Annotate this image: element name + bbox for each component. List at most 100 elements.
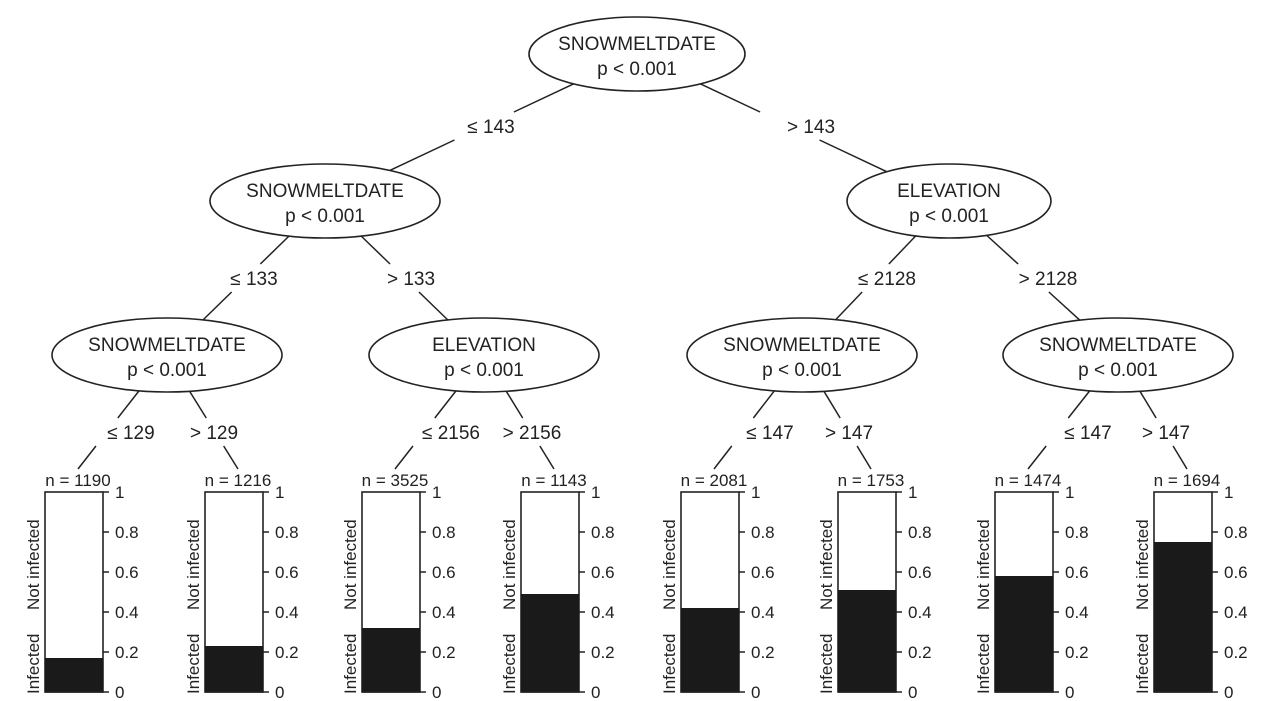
edge-line-upper <box>888 235 917 265</box>
edge-label: ≤ 2128 <box>858 269 916 290</box>
leaf-n-label: n = 1474 <box>995 471 1062 490</box>
leaf-n-label: n = 1216 <box>205 471 272 490</box>
axis-tick-label: 0.4 <box>275 603 299 622</box>
edge-n7-l7: ≤ 147 <box>1027 390 1112 470</box>
axis-tick-label: 0 <box>275 683 284 701</box>
class-label-infected: Infected <box>817 634 836 695</box>
edge-line-upper <box>188 390 207 419</box>
axis-tick-label: 0 <box>591 683 600 701</box>
bar-infected <box>521 594 579 692</box>
edge-line-lower <box>539 445 555 470</box>
class-label-not-infected: Not infected <box>1133 519 1152 610</box>
edge-line-lower <box>202 291 233 321</box>
class-label-not-infected: Not infected <box>184 519 203 610</box>
split-node-n5: ELEVATION p < 0.001 <box>368 317 600 393</box>
axis-tick-label: 0.2 <box>275 643 299 662</box>
split-node-n2: SNOWMELTDATE p < 0.001 <box>209 163 441 239</box>
node-p-value: p < 0.001 <box>285 206 365 227</box>
edge-line-upper <box>434 390 457 419</box>
axis-tick-label: 0.8 <box>432 523 456 542</box>
axis-tick-label: 0.4 <box>1224 603 1248 622</box>
edge-label: ≤ 147 <box>746 423 793 444</box>
edge-line-lower <box>1027 445 1047 470</box>
class-label-infected: Infected <box>341 634 360 695</box>
edge-line-lower <box>1172 445 1188 470</box>
axis-tick-label: 0.4 <box>432 603 456 622</box>
edge-n2-n4: ≤ 133 <box>202 235 290 321</box>
nodes-layer: SNOWMELTDATE p < 0.001 SNOWMELTDATE p < 0.0… <box>51 16 1234 393</box>
leaf-l1: n = 1190 0 0.2 0.4 0.6 0.8 1 Infected Not infect… <box>24 471 139 701</box>
edge-label: > 2128 <box>1019 269 1078 290</box>
node-p-value: p < 0.001 <box>444 360 524 381</box>
node-ellipse <box>1002 317 1234 393</box>
axis-tick-label: 1 <box>1224 483 1233 502</box>
edge-label: ≤ 147 <box>1064 423 1111 444</box>
axis-tick-label: 0 <box>1065 683 1074 701</box>
edge-line-upper <box>1139 390 1157 419</box>
axis-tick-label: 0.6 <box>275 563 299 582</box>
node-variable: ELEVATION <box>432 335 536 356</box>
bar-infected <box>995 576 1053 692</box>
edge-n5-l3: ≤ 2156 <box>394 390 480 470</box>
class-label-not-infected: Not infected <box>974 519 993 610</box>
axis-tick-label: 0.6 <box>432 563 456 582</box>
axis-tick-label: 1 <box>432 483 441 502</box>
leaf-l5: n = 2081 0 0.2 0.4 0.6 0.8 1 Infected Not infect… <box>660 471 775 701</box>
axis-tick-label: 0.8 <box>908 523 932 542</box>
edge-label: > 147 <box>825 423 873 444</box>
edge-label: > 2156 <box>503 423 562 444</box>
node-variable: SNOWMELTDATE <box>1039 335 1197 356</box>
axis-tick-label: 0.6 <box>1065 563 1089 582</box>
axis-tick-label: 0.4 <box>591 603 615 622</box>
split-node-n6: SNOWMELTDATE p < 0.001 <box>686 317 918 393</box>
edge-label: ≤ 133 <box>230 269 277 290</box>
edge-line-upper <box>700 83 761 113</box>
axis-tick-label: 0.2 <box>432 643 456 662</box>
axis-tick-label: 0.2 <box>751 643 775 662</box>
axis-tick-label: 0 <box>908 683 917 701</box>
node-ellipse <box>209 163 441 239</box>
node-ellipse <box>368 317 600 393</box>
edge-n3-n7: > 2128 <box>986 234 1081 321</box>
leaf-l4: n = 1143 0 0.2 0.4 0.6 0.8 1 Infected Not infect… <box>500 471 615 701</box>
node-variable: SNOWMELTDATE <box>246 181 404 202</box>
class-label-infected: Infected <box>660 634 679 695</box>
axis-tick-label: 0.4 <box>908 603 932 622</box>
edge-line-lower <box>223 445 239 470</box>
leaf-l6: n = 1753 0 0.2 0.4 0.6 0.8 1 Infected Not infect… <box>817 471 932 701</box>
node-p-value: p < 0.001 <box>909 206 989 227</box>
leaf-l3: n = 3525 0 0.2 0.4 0.6 0.8 1 Infected Not infect… <box>341 471 456 701</box>
edge-n3-n6: ≤ 2128 <box>835 235 917 321</box>
leaf-n-label: n = 1190 <box>45 471 110 490</box>
leaf-n-label: n = 3525 <box>362 471 429 490</box>
edge-n6-l6: > 147 <box>823 390 873 470</box>
edge-line-lower <box>1048 291 1081 321</box>
edge-label: ≤ 2156 <box>422 423 480 444</box>
node-p-value: p < 0.001 <box>127 360 207 381</box>
edge-label: ≤ 143 <box>467 117 514 138</box>
axis-tick-label: 0.6 <box>591 563 615 582</box>
edge-line-upper <box>505 390 524 419</box>
leaf-n-label: n = 2081 <box>681 471 748 490</box>
class-label-not-infected: Not infected <box>817 519 836 610</box>
bar-infected <box>838 590 896 692</box>
node-variable: ELEVATION <box>897 181 1001 202</box>
edge-n1-n3: > 143 <box>700 83 888 173</box>
split-node-n4: SNOWMELTDATE p < 0.001 <box>51 317 283 393</box>
node-variable: SNOWMELTDATE <box>558 34 716 55</box>
edge-line-upper <box>752 390 775 419</box>
class-label-not-infected: Not infected <box>341 519 360 610</box>
bar-infected <box>362 628 420 692</box>
edge-line-lower <box>835 291 863 321</box>
edge-n6-l5: ≤ 147 <box>713 390 794 470</box>
node-ellipse <box>528 16 746 92</box>
edge-label: > 133 <box>387 269 435 290</box>
edge-n2-n5: > 133 <box>360 235 449 321</box>
class-label-not-infected: Not infected <box>24 519 43 610</box>
class-label-infected: Infected <box>184 634 203 695</box>
axis-tick-label: 0.2 <box>115 643 139 662</box>
edge-line-lower <box>819 139 888 173</box>
axis-tick-label: 0.2 <box>1224 643 1248 662</box>
edge-line-lower <box>418 291 449 321</box>
